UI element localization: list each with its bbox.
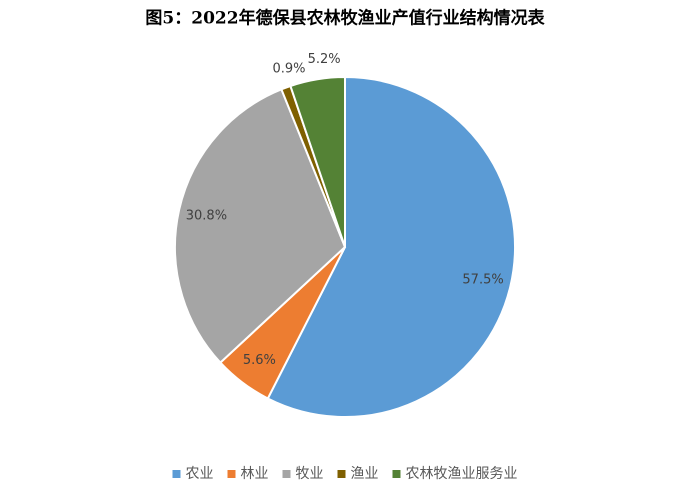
legend-label: 农业 bbox=[186, 466, 214, 482]
legend-label: 渔业 bbox=[351, 466, 379, 482]
data-label: 30.8% bbox=[186, 209, 227, 224]
legend-swatch bbox=[282, 470, 291, 478]
data-label: 5.2% bbox=[308, 52, 341, 67]
chart-title: 图5：2022年德保县农林牧渔业产值行业结构情况表 bbox=[145, 8, 545, 29]
legend-label: 牧业 bbox=[296, 466, 324, 482]
legend-label: 农林牧渔业服务业 bbox=[406, 466, 518, 482]
pie-slice bbox=[266, 75, 516, 418]
data-label: 0.9% bbox=[272, 61, 305, 76]
pie-slice bbox=[289, 75, 346, 248]
pie-slice bbox=[174, 88, 347, 365]
legend-swatch bbox=[227, 470, 236, 478]
legend-label: 林业 bbox=[241, 466, 269, 482]
data-label: 57.5% bbox=[462, 273, 503, 288]
legend-swatch bbox=[172, 470, 181, 478]
data-label: 5.6% bbox=[243, 353, 276, 368]
legend-swatch bbox=[337, 470, 346, 478]
legend-swatch bbox=[392, 470, 401, 478]
